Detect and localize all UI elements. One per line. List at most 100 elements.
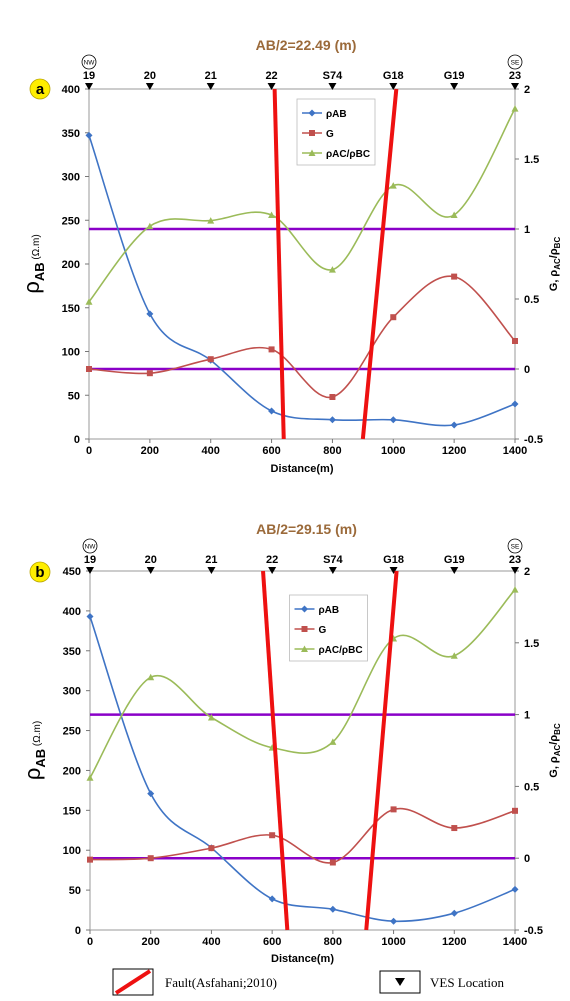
- chart-panel-a: AB/2=22.49 (m)050100150200250300350400-0…: [19, 37, 562, 475]
- ves-marker-icon: [328, 567, 337, 574]
- direction-se-label: SE: [511, 544, 520, 551]
- ves-marker-icon: [389, 83, 398, 90]
- data-point: [207, 356, 214, 363]
- y-left-tick-label: 400: [62, 84, 80, 96]
- y-left-tick-label: 400: [63, 606, 81, 618]
- x-tick-label: 0: [87, 936, 93, 948]
- ves-label: 19: [84, 554, 96, 566]
- data-point: [207, 217, 215, 224]
- plot-area: [89, 570, 516, 931]
- data-point: [450, 909, 458, 917]
- data-point: [86, 366, 92, 372]
- fault-line: [272, 88, 286, 440]
- y-left-tick-label: 100: [63, 845, 81, 857]
- y-left-tick-label: 300: [63, 686, 81, 698]
- ves-marker-icon: [207, 567, 216, 574]
- y-right-tick-label: 1.5: [524, 638, 539, 650]
- data-point: [511, 586, 519, 593]
- ves-label: 22: [265, 70, 277, 82]
- y-right-tick-label: 1.5: [524, 154, 539, 166]
- data-point: [329, 905, 337, 913]
- data-point: [389, 182, 397, 189]
- ves-marker-icon: [146, 567, 155, 574]
- data-point: [268, 346, 275, 353]
- legend-label: ρAB: [319, 605, 340, 616]
- x-tick-label: 200: [142, 936, 160, 948]
- ves-legend-triangle-icon: [395, 978, 405, 986]
- chart-panels: AB/2=22.49 (m)050100150200250300350400-0…: [19, 37, 562, 965]
- ves-label: S74: [323, 70, 343, 82]
- y-right-axis-label: G, ρAC/ρBC: [548, 237, 562, 292]
- panel-badge: [29, 78, 51, 100]
- direction-nw-circle: [81, 54, 97, 70]
- x-tick-label: 1400: [503, 445, 527, 457]
- ves-marker-icon: [450, 567, 459, 574]
- x-tick-label: 800: [323, 445, 341, 457]
- x-tick-label: 1200: [442, 936, 466, 948]
- x-tick-label: 200: [141, 445, 159, 457]
- y-left-tick-label: 300: [62, 172, 80, 184]
- x-axis-label: Distance(m): [271, 953, 334, 965]
- x-tick-label: 0: [86, 445, 92, 457]
- fault-line: [360, 88, 399, 440]
- data-point: [207, 713, 215, 721]
- chart-panel-b: AB/2=29.15 (m)05010015020025030035040045…: [20, 521, 562, 965]
- ves-label: S74: [323, 554, 343, 566]
- ves-label: 21: [205, 554, 217, 566]
- legend-label: ρAC/ρBC: [319, 645, 363, 656]
- ves-label: 20: [144, 70, 156, 82]
- ves-marker-icon: [85, 83, 93, 90]
- legend-label: ρAC/ρBC: [326, 149, 370, 160]
- fault-line: [364, 570, 399, 931]
- legend-marker: [301, 605, 308, 613]
- data-point: [450, 421, 458, 429]
- data-point: [329, 394, 336, 400]
- y-left-tick-label: 350: [63, 646, 81, 658]
- fault-legend-text: Fault(Asfahani;2010): [165, 975, 277, 990]
- y-left-tick-label: 250: [62, 215, 80, 227]
- y-left-tick-label: 50: [68, 390, 80, 402]
- data-point: [511, 105, 519, 112]
- legend-marker: [301, 626, 308, 632]
- ves-marker-icon: [328, 83, 337, 90]
- y-right-tick-label: 1: [524, 710, 530, 722]
- ves-label: G18: [383, 70, 404, 82]
- y-left-tick-label: 200: [63, 765, 81, 777]
- legend-marker: [301, 645, 308, 652]
- data-point: [389, 416, 397, 424]
- panel-badge-label: b: [35, 564, 44, 581]
- y-right-tick-label: 0: [524, 853, 530, 865]
- bottom-legend: Fault(Asfahani;2010) VES Location: [112, 968, 505, 996]
- direction-nw-label: NW: [84, 60, 96, 67]
- data-point: [147, 673, 155, 681]
- data-point: [390, 917, 398, 925]
- legend-label: G: [319, 625, 327, 636]
- data-point: [86, 774, 94, 781]
- ves-legend-text: VES Location: [430, 975, 505, 990]
- y-left-axis-label: ρAB (Ω.m): [19, 234, 47, 293]
- data-point: [85, 131, 93, 139]
- direction-se-circle: [507, 54, 523, 70]
- ves-label: 21: [205, 70, 217, 82]
- ves-label: 19: [83, 70, 95, 82]
- data-point: [328, 416, 336, 424]
- data-point: [87, 856, 93, 863]
- ves-marker-icon: [267, 83, 276, 90]
- legend-marker: [309, 130, 315, 136]
- data-point: [269, 832, 276, 839]
- chart-title: AB/2=29.15 (m): [256, 521, 357, 537]
- legend-label: G: [326, 129, 334, 140]
- legend-marker: [308, 149, 316, 156]
- data-point: [268, 407, 276, 415]
- data-point: [328, 266, 336, 273]
- chart-title: AB/2=22.49 (m): [256, 37, 357, 53]
- ves-label: G19: [444, 554, 465, 566]
- ves-label: 22: [266, 554, 278, 566]
- ves-label: 20: [145, 554, 157, 566]
- ves-marker-icon: [389, 567, 398, 574]
- data-point: [146, 222, 154, 230]
- ves-label: G19: [444, 70, 465, 82]
- data-point: [86, 612, 94, 620]
- y-right-tick-label: 0: [524, 364, 530, 376]
